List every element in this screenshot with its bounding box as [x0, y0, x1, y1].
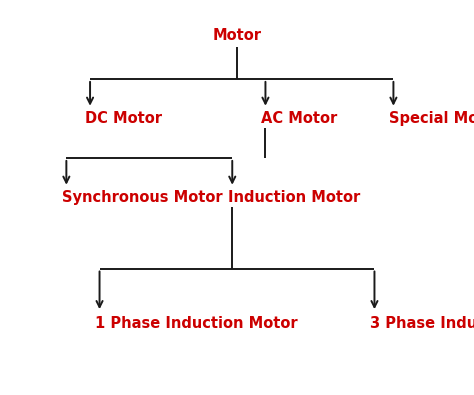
Text: Special Motor: Special Motor [389, 111, 474, 126]
Text: Induction Motor: Induction Motor [228, 190, 360, 205]
Text: Motor: Motor [212, 28, 262, 43]
Text: 1 Phase Induction Motor: 1 Phase Induction Motor [95, 316, 297, 331]
Text: DC Motor: DC Motor [85, 111, 162, 126]
Text: Synchronous Motor: Synchronous Motor [62, 190, 222, 205]
Text: 3 Phase Induction Motor: 3 Phase Induction Motor [370, 316, 474, 331]
Text: AC Motor: AC Motor [261, 111, 337, 126]
